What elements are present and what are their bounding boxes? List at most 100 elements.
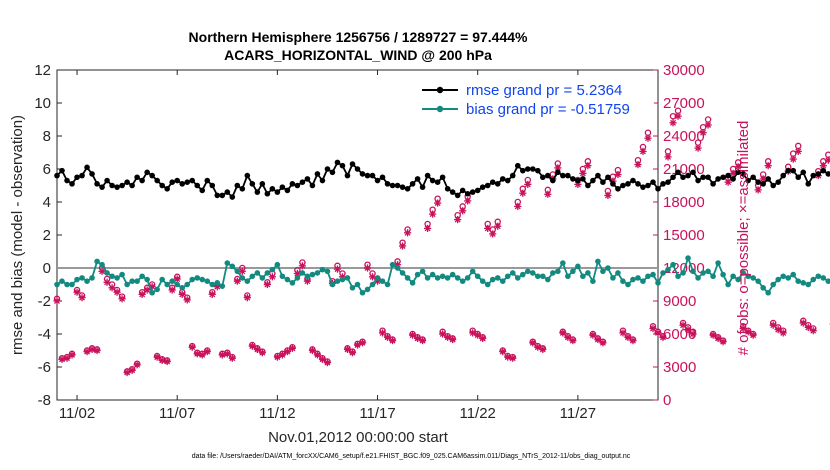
obs-assimilated-point (654, 329, 662, 337)
obs-assimilated-point (263, 280, 271, 289)
bias-point (444, 275, 451, 281)
rmse-point (124, 179, 130, 185)
obs-assimilated-point (283, 348, 291, 356)
y-tick-label: 12 (34, 62, 51, 79)
rmse-point (474, 187, 481, 194)
rmse-point (209, 182, 216, 189)
rmse-point (89, 171, 95, 177)
rmse-point (735, 169, 741, 176)
rmse-point (214, 192, 221, 199)
obs-assimilated-point (739, 324, 747, 333)
rmse-point (705, 174, 711, 181)
obs-assimilated-point (383, 333, 392, 341)
obs-assimilated-point (494, 222, 502, 230)
obs-assimilated-point (719, 338, 727, 346)
rmse-point (459, 187, 466, 194)
obs-assimilated-point (659, 333, 667, 341)
bias-point (94, 258, 100, 265)
bias-point (374, 275, 381, 281)
bias-point (640, 278, 646, 285)
bias-point (524, 268, 531, 275)
bias-point (69, 281, 75, 288)
obs-assimilated-point (779, 329, 787, 337)
bias-point (409, 280, 416, 286)
bias-point (144, 276, 150, 283)
obs-assimilated-point (113, 288, 121, 296)
bias-point (660, 270, 666, 276)
obs-assimilated-point (143, 286, 151, 294)
y2-tick-label: 27000 (663, 95, 705, 112)
bias-point (575, 263, 581, 270)
obs-assimilated-point (679, 321, 687, 329)
rmse-point (790, 167, 797, 174)
obs-assimilated-point (449, 335, 457, 344)
axes-box (56, 69, 659, 401)
rmse-point (74, 174, 80, 181)
obs-assimilated-point (368, 273, 377, 281)
rmse-point (409, 181, 416, 187)
rmse-point (394, 182, 401, 189)
bias-point (805, 281, 812, 288)
bias-point (314, 270, 321, 276)
bias-point (790, 271, 797, 278)
bias-point (499, 278, 506, 285)
bias-point (725, 281, 731, 288)
y2-tick-label: 15000 (663, 227, 705, 244)
obs-assimilated-point (624, 333, 632, 341)
obs-assimilated-point (769, 321, 777, 329)
bias-point (800, 280, 807, 286)
bias-point (159, 276, 165, 283)
obs-assimilated-point (774, 326, 782, 334)
rmse-point (114, 184, 120, 190)
rmse-point (680, 174, 686, 181)
y-axis-ticks: -8 -6 -4 -2 0 2 4 6 8 10 12 (34, 62, 62, 409)
y-axis-label: rmse and bias (model - observation) (9, 115, 26, 355)
rmse-point (369, 172, 376, 179)
obs-assimilated-point (78, 294, 86, 302)
rmse-point (595, 172, 601, 179)
obs-assimilated-point (153, 353, 161, 361)
bias-point (239, 275, 246, 281)
bias-point (655, 280, 661, 286)
bias-point (399, 270, 406, 276)
obs-assimilated-point (228, 354, 236, 362)
bias-point (685, 255, 691, 261)
title-line-2: ACARS_HORIZONTAL_WIND @ 200 hPa (224, 47, 492, 63)
obs-assimilated-point (594, 335, 602, 344)
rmse-point (655, 186, 661, 192)
bias-point (745, 273, 751, 280)
obs-assimilated-point (193, 350, 201, 358)
rmse-point (780, 172, 787, 179)
bias-point (99, 261, 105, 268)
obs-assimilated-point (614, 170, 622, 179)
rmse-point (585, 182, 591, 189)
legend-rmse-marker (436, 86, 444, 94)
obs-assimilated-point (649, 324, 657, 333)
x-tick-label: 11/17 (359, 405, 395, 422)
legend-bias-label: bias grand pr = -0.51759 (466, 101, 630, 118)
bias-point (740, 270, 746, 276)
obs-assimilated-point (564, 333, 572, 341)
bias-point (369, 281, 376, 288)
rmse-point (670, 174, 676, 181)
bias-point (550, 270, 556, 276)
rmse-point (484, 182, 491, 189)
obs-assimilated-point (243, 294, 251, 302)
obs-assimilated-point (408, 331, 417, 339)
rmse-point (625, 181, 631, 187)
obs-assimilated-point (454, 216, 462, 224)
rmse-point (199, 187, 206, 194)
rmse-point (334, 159, 341, 166)
bias-point (670, 261, 676, 268)
rmse-point (169, 179, 175, 185)
rmse-point (464, 190, 471, 197)
rmse-point (79, 172, 85, 179)
bias-point (680, 270, 686, 276)
y-tick-label: 4 (43, 194, 51, 211)
rmse-point (509, 172, 516, 179)
obs-assimilated-point (744, 328, 752, 336)
rmse-point (354, 166, 361, 172)
bias-point (274, 261, 281, 268)
obs-assimilated-point (398, 242, 407, 250)
